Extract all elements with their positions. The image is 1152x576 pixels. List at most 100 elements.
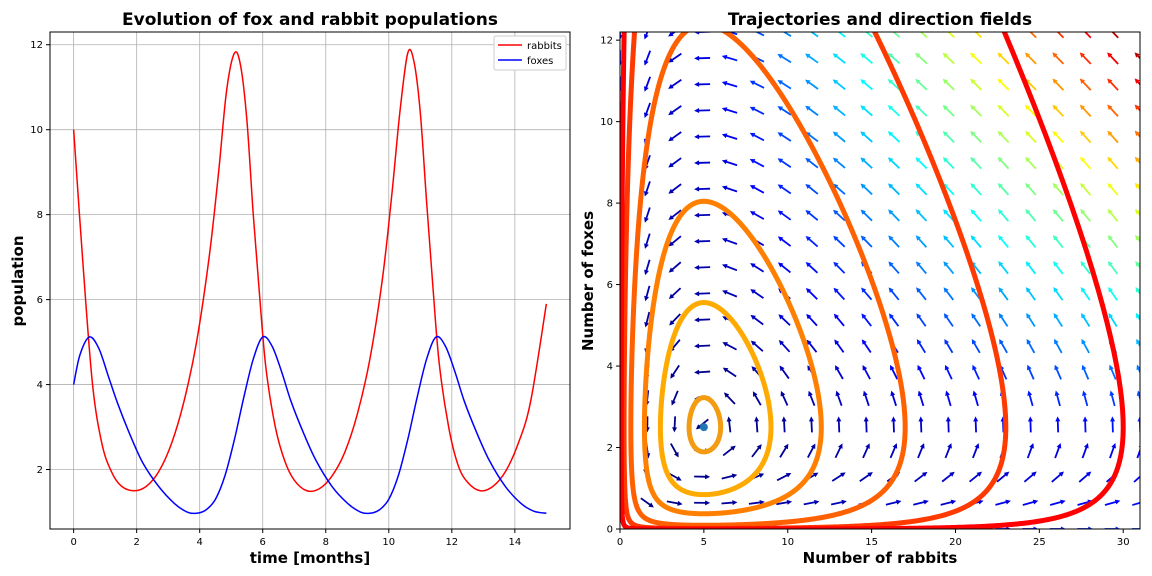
field-arrow bbox=[1135, 234, 1140, 243]
field-arrow bbox=[643, 50, 652, 66]
field-arrow bbox=[805, 183, 819, 195]
field-arrow bbox=[941, 471, 955, 483]
time-series-chart: Evolution of fox and rabbit populations … bbox=[9, 10, 571, 567]
field-arrow bbox=[803, 499, 820, 506]
field-arrow bbox=[643, 102, 651, 118]
field-arrow bbox=[1104, 499, 1121, 506]
field-arrow bbox=[1025, 261, 1037, 275]
field-arrow bbox=[918, 416, 924, 433]
field-arrow bbox=[750, 289, 764, 299]
field-arrow bbox=[776, 473, 792, 482]
field-arrow bbox=[694, 186, 711, 192]
field-arrow bbox=[778, 314, 791, 326]
field-arrow bbox=[722, 290, 738, 298]
field-arrow bbox=[890, 390, 897, 407]
trajectory-curve bbox=[641, 198, 824, 517]
field-arrow bbox=[919, 32, 928, 39]
field-arrow bbox=[914, 471, 928, 483]
field-arrow bbox=[668, 287, 682, 300]
field-arrow bbox=[694, 343, 711, 349]
field-arrow bbox=[777, 158, 792, 169]
field-arrow bbox=[888, 209, 900, 222]
field-arrow bbox=[1056, 32, 1065, 39]
field-arrow bbox=[668, 79, 682, 89]
field-arrow bbox=[944, 443, 952, 459]
equilibrium-point bbox=[699, 423, 708, 432]
field-arrow bbox=[1109, 390, 1116, 407]
field-arrow bbox=[972, 390, 979, 407]
field-arrow bbox=[942, 130, 955, 143]
x-tick-label: 4 bbox=[197, 537, 203, 548]
field-arrow bbox=[1025, 130, 1037, 144]
field-arrow bbox=[1134, 52, 1140, 60]
field-arrow bbox=[892, 32, 901, 38]
y-ticks-left: 2 4 6 8 10 12 bbox=[30, 40, 50, 476]
field-arrow bbox=[777, 132, 792, 142]
chart-title-right: Trajectories and direction fields bbox=[728, 10, 1032, 30]
field-arrow bbox=[722, 342, 737, 351]
field-arrow bbox=[777, 236, 792, 247]
field-arrow bbox=[670, 443, 679, 458]
field-arrow bbox=[972, 443, 980, 459]
field-arrow bbox=[1134, 156, 1140, 165]
field-arrow bbox=[891, 416, 897, 433]
field-arrow bbox=[1107, 182, 1119, 196]
field-arrow bbox=[805, 79, 819, 90]
field-arrow bbox=[1081, 443, 1089, 459]
field-arrow bbox=[644, 233, 651, 249]
plot-frame-left bbox=[49, 31, 571, 530]
field-arrow bbox=[750, 263, 765, 273]
field-arrow bbox=[830, 499, 847, 506]
field-arrow bbox=[805, 236, 819, 248]
field-arrow bbox=[806, 313, 818, 327]
field-arrow bbox=[748, 499, 765, 505]
field-arrow bbox=[833, 313, 845, 327]
y-tick-label: 10 bbox=[30, 125, 43, 136]
field-arrow bbox=[1052, 78, 1065, 91]
x-tick-label: 15 bbox=[865, 537, 878, 548]
field-arrow bbox=[694, 291, 711, 297]
field-arrow bbox=[754, 416, 760, 433]
field-arrow bbox=[722, 367, 737, 378]
field-arrow bbox=[668, 261, 682, 273]
field-arrow bbox=[1079, 52, 1092, 65]
field-arrow bbox=[749, 132, 765, 142]
field-arrow bbox=[694, 369, 711, 375]
chart-title-left: Evolution of fox and rabbit populations bbox=[122, 10, 498, 30]
field-arrow bbox=[778, 339, 791, 353]
field-arrow bbox=[887, 157, 901, 169]
field-arrow bbox=[694, 160, 711, 166]
field-arrow bbox=[997, 182, 1010, 196]
field-arrow bbox=[832, 79, 846, 91]
field-arrow bbox=[808, 416, 814, 433]
field-arrow bbox=[694, 212, 711, 218]
field-arrow bbox=[671, 390, 679, 406]
field-arrow bbox=[1110, 416, 1116, 433]
field-arrow bbox=[644, 181, 651, 197]
field-arrow bbox=[1077, 526, 1094, 529]
field-arrow bbox=[1134, 208, 1140, 217]
field-arrow bbox=[694, 474, 711, 480]
field-arrow bbox=[1022, 499, 1039, 506]
series-line-foxes bbox=[72, 335, 547, 515]
field-arrow bbox=[833, 209, 846, 222]
field-arrow bbox=[694, 317, 711, 323]
x-tick-label: 14 bbox=[508, 537, 521, 548]
field-arrow bbox=[862, 364, 871, 380]
field-arrow bbox=[777, 53, 792, 64]
field-arrow bbox=[1107, 104, 1119, 117]
field-arrow bbox=[834, 443, 843, 459]
field-arrow bbox=[1108, 286, 1118, 301]
field-arrow bbox=[694, 81, 711, 87]
field-arrow bbox=[644, 311, 651, 328]
field-arrow bbox=[806, 339, 818, 353]
field-arrow bbox=[970, 183, 982, 196]
field-arrow bbox=[1107, 130, 1119, 144]
field-arrow bbox=[777, 106, 792, 116]
trajectory-curve bbox=[628, 32, 908, 528]
field-arrow bbox=[888, 313, 900, 327]
y-axis-label-left: population bbox=[9, 235, 27, 326]
field-arrow bbox=[1054, 390, 1061, 407]
field-arrow bbox=[943, 235, 955, 248]
